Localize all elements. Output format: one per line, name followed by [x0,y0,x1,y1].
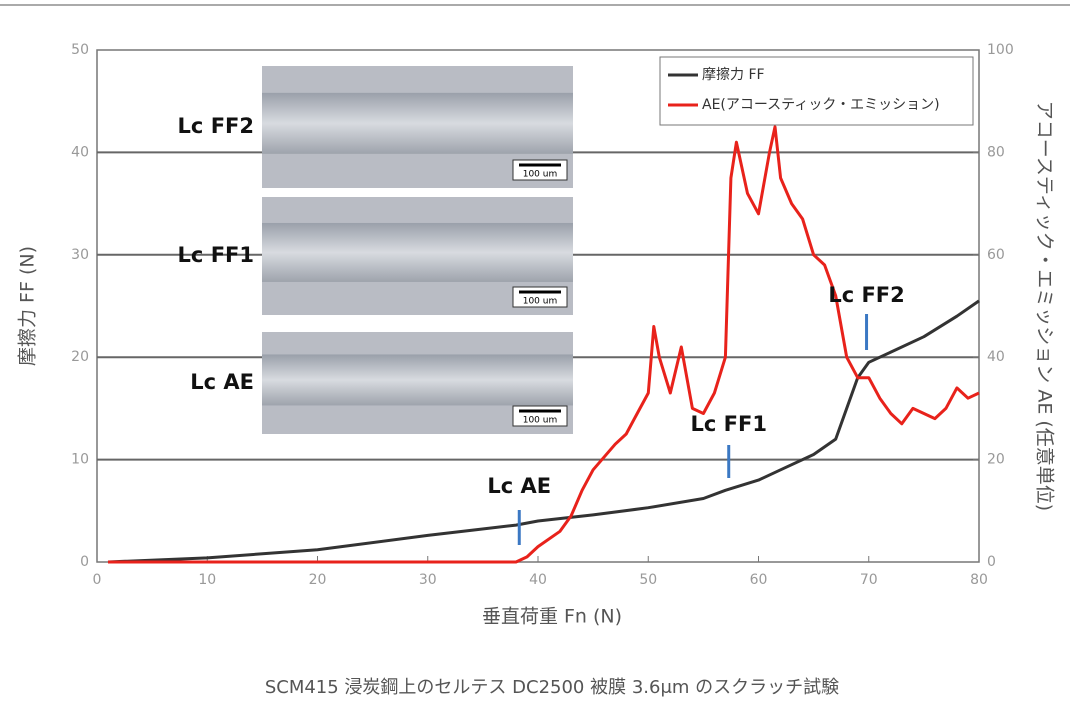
series-line [108,125,980,564]
inset-label: Lc FF1 [178,243,254,267]
inset-label: Lc AE [190,370,254,394]
x-tick-label: 80 [970,572,988,588]
x-tick-label: 70 [860,572,878,588]
legend-label: 摩擦力 FF [702,66,765,83]
scratch-track [262,354,573,406]
inset-label: Lc FF2 [178,114,254,138]
scratch-track [262,92,573,154]
x-tick-label: 40 [529,572,547,588]
y2-tick-label: 40 [987,349,1005,365]
x-tick-label: 20 [309,572,327,588]
y-tick-label: 30 [71,247,89,263]
annotation-label: Lc FF2 [828,283,904,307]
x-axis-label: 垂直荷重 Fn (N) [482,606,622,628]
y2-tick-label: 80 [987,144,1005,160]
y2-tick-label: 60 [987,247,1005,263]
series-line [107,299,980,564]
y2-tick-label: 100 [987,42,1014,58]
y-tick-label: 0 [80,554,89,570]
y-axis-label: 摩擦力 FF (N) [17,246,39,366]
y-tick-label: 20 [71,349,89,365]
y2-tick-label: 20 [987,452,1005,468]
annotation-label: Lc FF1 [691,412,767,436]
scratch-track [262,222,573,282]
x-tick-label: 0 [93,572,102,588]
scale-label: 100 um [523,297,558,307]
y-tick-label: 10 [71,452,89,468]
plot-layer: 0 10 20 30 40 50 0 20 40 60 80 100 0 10 20 30 40 50 60 70 80… [71,42,1014,588]
scale-label: 100 um [523,170,558,180]
y2-tick-label: 0 [987,554,996,570]
x-tick-label: 50 [639,572,657,588]
y-tick-label: 40 [71,144,89,160]
x-tick-label: 60 [750,572,768,588]
caption: SCM415 浸炭鋼上のセルテス DC2500 被膜 3.6μm のスクラッチ試… [265,677,839,698]
annotation-label: Lc AE [487,474,551,498]
x-tick-label: 30 [419,572,437,588]
y-tick-label: 50 [71,42,89,58]
scale-label: 100 um [523,416,558,426]
legend-label: AE(アコースティック・エミッション) [702,97,940,113]
x-tick-label: 10 [198,572,216,588]
legend-box [659,56,974,126]
y2-axis-label: アコースティック・エミッション AE (任意単位) [1034,101,1056,511]
